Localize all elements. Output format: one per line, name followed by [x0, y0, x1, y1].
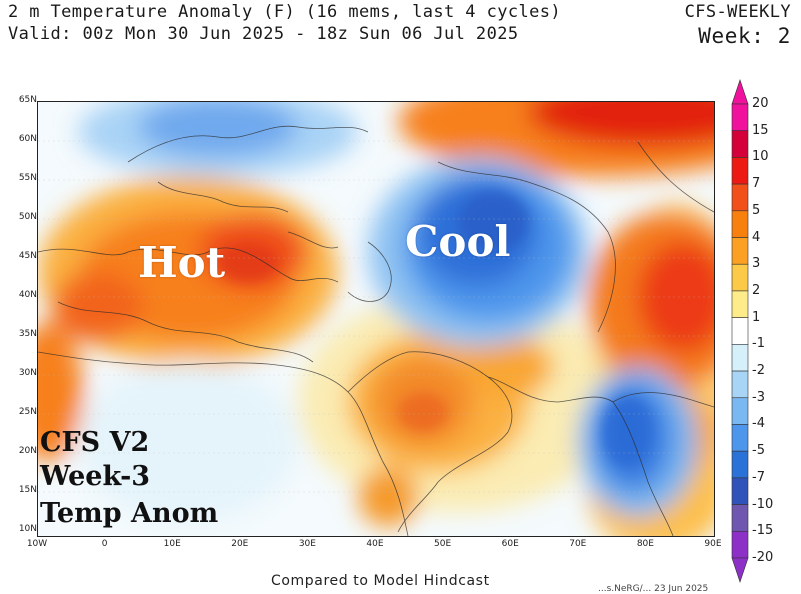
lat-tick: 55N [18, 173, 37, 183]
legend-bottom-arrow [731, 557, 749, 583]
legend-label: -1 [752, 336, 765, 352]
annotation-line-3: Temp Anom [40, 498, 219, 529]
legend-label: 1 [752, 309, 761, 325]
lat-tick: 45N [18, 251, 37, 261]
footer-note: Compared to Model Hindcast [271, 573, 490, 589]
lon-tick: 60E [501, 539, 519, 549]
legend-label: 10 [752, 149, 769, 165]
legend-label: -15 [752, 523, 774, 539]
legend-swatch [731, 157, 749, 185]
lon-tick: 10E [163, 539, 181, 549]
lon-tick: 80E [636, 539, 654, 549]
lon-tick: 0 [101, 539, 108, 549]
lat-tick: 25N [18, 407, 37, 417]
legend-swatch [731, 237, 749, 265]
valid-period: Valid: 00z Mon 30 Jun 2025 - 18z Sun 06 … [8, 24, 519, 44]
legend-swatch [731, 263, 749, 292]
legend-label: 3 [752, 256, 761, 272]
credit-line: ...s.NeRG/... 23 Jun 2025 [598, 584, 709, 594]
legend-label: -5 [752, 443, 765, 459]
legend-swatch [731, 344, 749, 372]
annotation-line-1: CFS V2 [40, 427, 150, 458]
legend-top-arrow [731, 79, 749, 105]
lon-tick: 10W [26, 539, 48, 549]
legend-swatch [731, 103, 749, 132]
hot-label: Hot [138, 238, 226, 287]
legend-swatch [731, 317, 749, 345]
legend-label: 20 [752, 96, 769, 111]
legend-swatch [731, 130, 749, 158]
lat-tick: 60N [18, 134, 37, 144]
legend-label: -4 [752, 416, 765, 432]
legend-label: -7 [752, 469, 765, 485]
legend-label: -3 [752, 389, 765, 405]
lat-tick: 40N [18, 290, 37, 300]
legend-label: -10 [752, 496, 774, 512]
legend-swatch [731, 477, 749, 505]
lon-tick: 40E [366, 539, 384, 549]
legend-label: 5 [752, 202, 761, 218]
lat-tick: 10N [18, 524, 37, 534]
lon-tick: 20E [231, 539, 249, 549]
lat-tick: 20N [18, 446, 37, 456]
cool-label: Cool [405, 217, 511, 266]
model-name: CFS-WEEKLY [684, 2, 791, 22]
lon-tick: 50E [434, 539, 452, 549]
lon-tick: 30E [298, 539, 316, 549]
color-legend [731, 79, 749, 583]
lon-tick: 70E [569, 539, 587, 549]
legend-swatch [731, 210, 749, 238]
annotation-line-2: Week-3 [40, 461, 151, 492]
legend-label: 7 [752, 176, 761, 192]
lat-tick: 50N [18, 212, 37, 222]
lat-tick: 35N [18, 329, 37, 339]
lat-tick: 15N [18, 485, 37, 495]
legend-swatch [731, 530, 749, 559]
chart-title: 2 m Temperature Anomaly (F) (16 mems, la… [8, 2, 562, 22]
legend-swatch [731, 183, 749, 212]
lat-tick: 65N [18, 95, 37, 105]
lon-tick: 90E [704, 539, 722, 549]
lat-tick: 30N [18, 368, 37, 378]
legend-swatch [731, 290, 749, 318]
legend-label: -2 [752, 363, 765, 379]
week-label: Week: 2 [698, 24, 791, 48]
legend-swatch [731, 397, 749, 425]
legend-label: 4 [752, 229, 761, 245]
anomaly-map [37, 101, 715, 537]
anomaly-field [38, 102, 714, 536]
legend-label: 2 [752, 282, 761, 298]
legend-label: 15 [752, 122, 769, 138]
legend-label: -20 [752, 550, 774, 565]
legend-swatch [731, 424, 749, 452]
legend-swatch [731, 450, 749, 479]
legend-swatch [731, 370, 749, 399]
legend-swatch [731, 504, 749, 532]
